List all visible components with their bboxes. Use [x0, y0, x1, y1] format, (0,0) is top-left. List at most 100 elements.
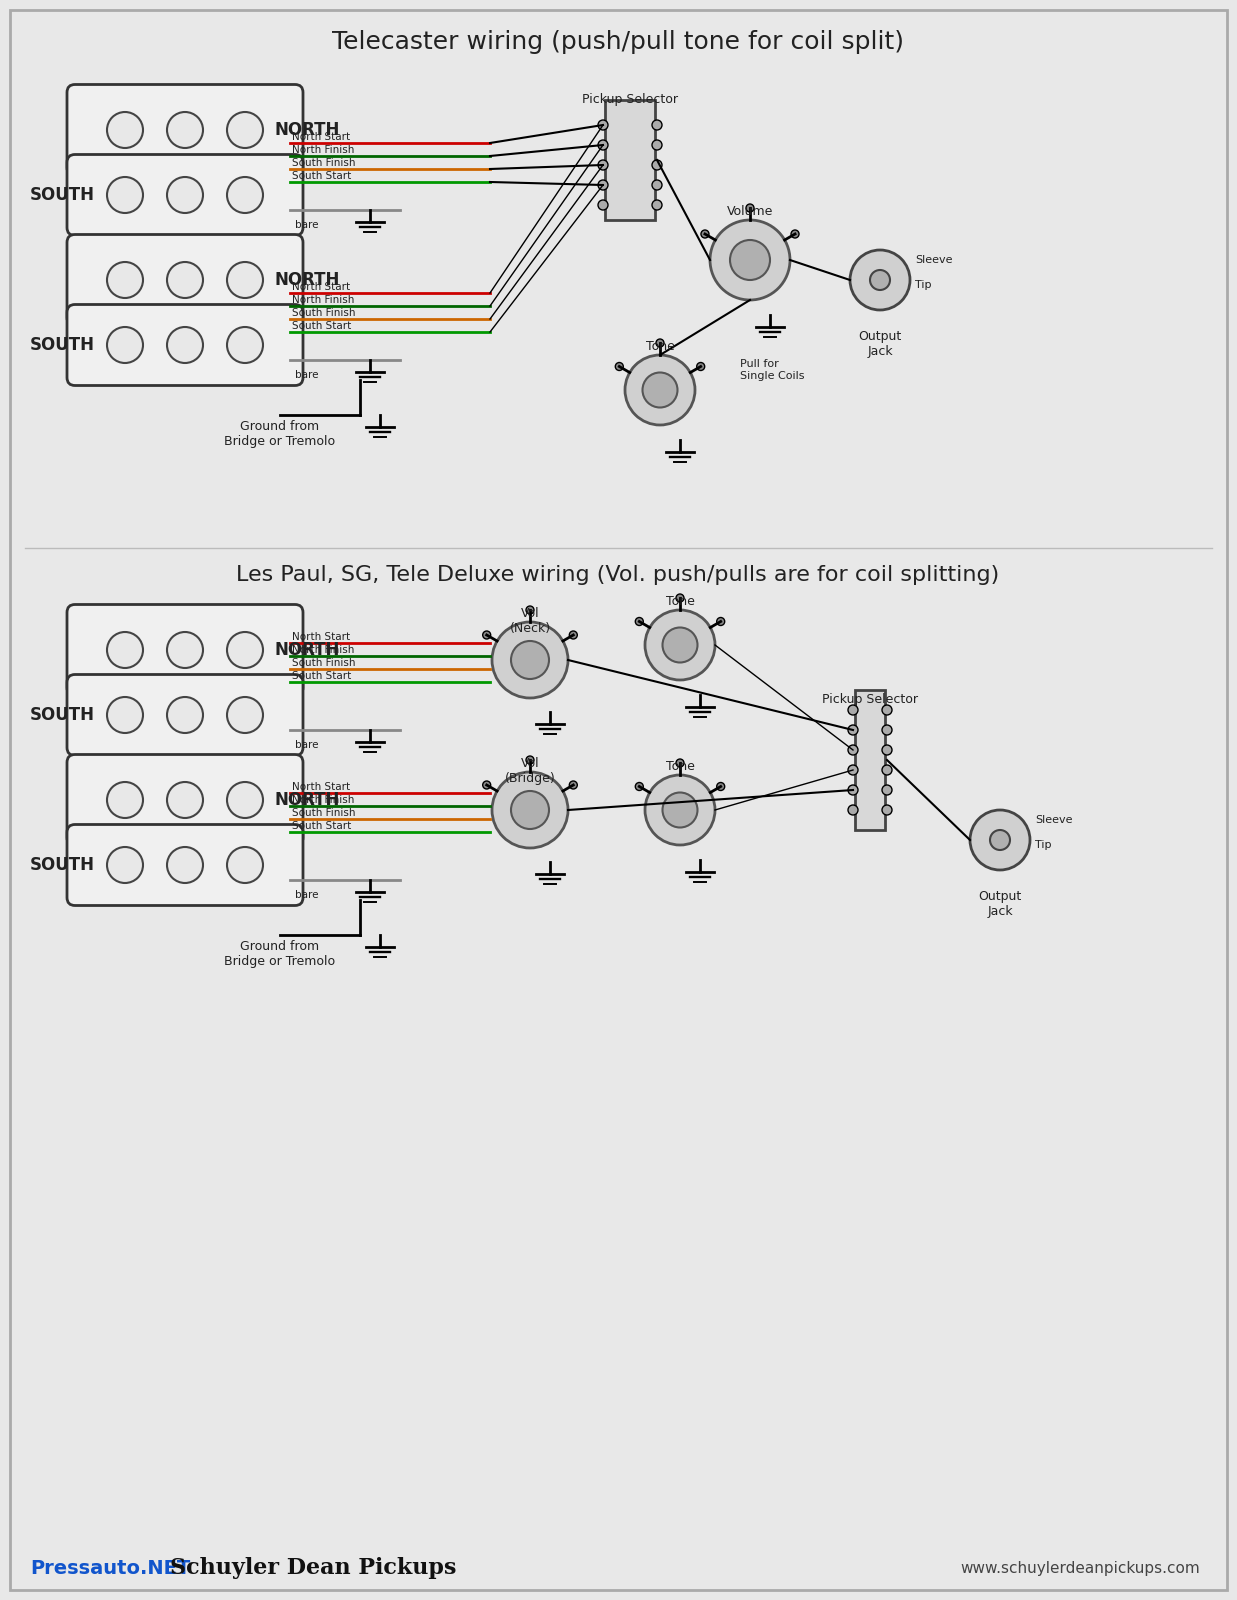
Circle shape: [492, 773, 568, 848]
Text: NORTH: NORTH: [275, 270, 340, 290]
Circle shape: [167, 846, 203, 883]
Circle shape: [106, 262, 143, 298]
Circle shape: [970, 810, 1030, 870]
Text: South Start: South Start: [292, 171, 351, 181]
Text: Telecaster wiring (push/pull tone for coil split): Telecaster wiring (push/pull tone for co…: [332, 30, 904, 54]
Circle shape: [849, 786, 858, 795]
Text: SOUTH: SOUTH: [30, 186, 95, 203]
Text: Output
Jack: Output Jack: [858, 330, 902, 358]
Text: South Finish: South Finish: [292, 658, 355, 669]
Text: Pull for
Single Coils: Pull for Single Coils: [740, 360, 804, 381]
Text: South Start: South Start: [292, 821, 351, 830]
Text: bare: bare: [294, 219, 318, 230]
Text: Pickup Selector: Pickup Selector: [581, 93, 678, 107]
Circle shape: [228, 846, 263, 883]
Circle shape: [526, 757, 534, 765]
Text: SOUTH: SOUTH: [30, 856, 95, 874]
Text: SOUTH: SOUTH: [30, 706, 95, 723]
Circle shape: [701, 230, 709, 238]
Text: North Start: North Start: [292, 133, 350, 142]
Circle shape: [511, 642, 549, 678]
Text: Tone: Tone: [646, 341, 674, 354]
Circle shape: [710, 219, 790, 301]
Circle shape: [625, 355, 695, 426]
Circle shape: [636, 618, 643, 626]
Text: Ground from
Bridge or Tremolo: Ground from Bridge or Tremolo: [224, 419, 335, 448]
Circle shape: [615, 363, 623, 371]
Circle shape: [106, 782, 143, 818]
Circle shape: [228, 112, 263, 149]
Text: Sleeve: Sleeve: [915, 254, 952, 266]
Text: bare: bare: [294, 739, 318, 750]
Text: Pickup Selector: Pickup Selector: [823, 693, 918, 707]
Circle shape: [569, 630, 578, 638]
Circle shape: [652, 179, 662, 190]
Circle shape: [642, 373, 678, 408]
Bar: [605, 99, 656, 219]
Circle shape: [882, 765, 892, 774]
Circle shape: [882, 786, 892, 795]
Text: North Start: North Start: [292, 782, 350, 792]
Circle shape: [228, 178, 263, 213]
Circle shape: [644, 610, 715, 680]
Circle shape: [167, 782, 203, 818]
Circle shape: [482, 630, 491, 638]
Text: Tip: Tip: [1035, 840, 1051, 850]
Circle shape: [106, 326, 143, 363]
Circle shape: [652, 160, 662, 170]
Text: Sleeve: Sleeve: [1035, 814, 1072, 826]
Text: bare: bare: [294, 890, 318, 899]
Text: Output
Jack: Output Jack: [978, 890, 1022, 918]
Circle shape: [652, 120, 662, 130]
Circle shape: [167, 178, 203, 213]
Circle shape: [106, 112, 143, 149]
Circle shape: [652, 141, 662, 150]
Text: bare: bare: [294, 370, 318, 379]
Circle shape: [228, 262, 263, 298]
Circle shape: [882, 805, 892, 814]
Circle shape: [644, 774, 715, 845]
Text: South Start: South Start: [292, 322, 351, 331]
Text: Tone: Tone: [666, 595, 694, 608]
Text: North Finish: North Finish: [292, 294, 354, 306]
Circle shape: [870, 270, 889, 290]
Circle shape: [106, 698, 143, 733]
Circle shape: [675, 758, 684, 766]
FancyBboxPatch shape: [67, 755, 303, 845]
Circle shape: [652, 200, 662, 210]
Circle shape: [716, 782, 725, 790]
Text: NORTH: NORTH: [275, 642, 340, 659]
Bar: [855, 690, 884, 830]
Circle shape: [636, 782, 643, 790]
Text: Schuyler Dean Pickups: Schuyler Dean Pickups: [169, 1557, 456, 1579]
Text: Vol
(Bridge): Vol (Bridge): [505, 757, 555, 786]
Circle shape: [663, 792, 698, 827]
Circle shape: [675, 594, 684, 602]
Circle shape: [167, 632, 203, 669]
Text: www.schuylerdeanpickups.com: www.schuylerdeanpickups.com: [960, 1560, 1200, 1576]
Circle shape: [492, 622, 568, 698]
Circle shape: [569, 781, 578, 789]
FancyBboxPatch shape: [67, 824, 303, 906]
Circle shape: [849, 805, 858, 814]
Text: Les Paul, SG, Tele Deluxe wiring (Vol. push/pulls are for coil splitting): Les Paul, SG, Tele Deluxe wiring (Vol. p…: [236, 565, 999, 586]
Circle shape: [106, 846, 143, 883]
Circle shape: [228, 326, 263, 363]
Circle shape: [597, 200, 609, 210]
Circle shape: [696, 363, 705, 371]
Circle shape: [167, 112, 203, 149]
Text: NORTH: NORTH: [275, 122, 340, 139]
Circle shape: [597, 160, 609, 170]
FancyBboxPatch shape: [67, 85, 303, 176]
Circle shape: [597, 179, 609, 190]
Circle shape: [228, 632, 263, 669]
Circle shape: [167, 326, 203, 363]
Text: South Finish: South Finish: [292, 158, 355, 168]
Circle shape: [167, 698, 203, 733]
Text: Ground from
Bridge or Tremolo: Ground from Bridge or Tremolo: [224, 939, 335, 968]
Circle shape: [730, 240, 769, 280]
Text: North Finish: North Finish: [292, 146, 354, 155]
Text: North Start: North Start: [292, 282, 350, 291]
Text: North Finish: North Finish: [292, 795, 354, 805]
Text: Tone: Tone: [666, 760, 694, 773]
